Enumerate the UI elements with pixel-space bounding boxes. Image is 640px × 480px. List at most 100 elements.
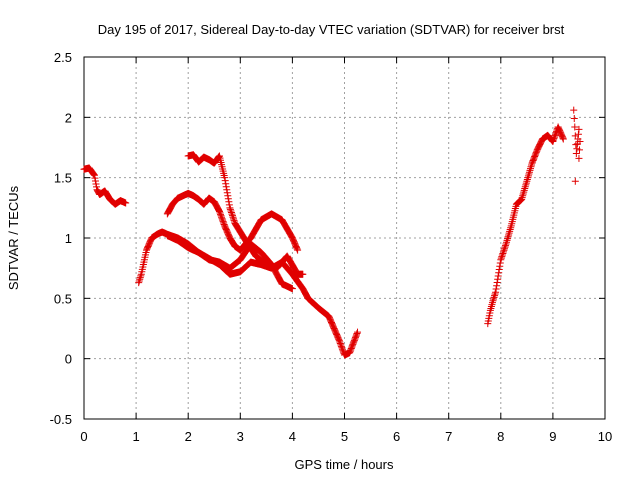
data-point-track-f — [507, 224, 515, 232]
data-point-track-c — [293, 245, 301, 253]
data-point-track-f — [559, 135, 567, 143]
x-tick-label: 3 — [237, 429, 244, 444]
data-point-outlier — [571, 177, 579, 185]
data-point-track-f — [488, 299, 496, 307]
data-point-track-f — [520, 188, 528, 196]
x-tick-label: 7 — [445, 429, 452, 444]
data-point-track-f — [528, 161, 536, 169]
data-point-track-b — [337, 342, 345, 350]
data-point-track-d — [225, 198, 233, 206]
data-point-track-f — [500, 245, 508, 253]
data-point-track-g — [572, 141, 580, 149]
data-point-track-c — [287, 232, 295, 240]
data-point-track-c — [219, 216, 227, 224]
x-tick-label: 2 — [185, 429, 192, 444]
data-point-track-d — [215, 153, 223, 161]
data-point-track-b — [336, 339, 344, 347]
data-point-track-f — [495, 265, 503, 273]
y-tick-label: 2 — [65, 110, 72, 125]
data-point-track-f — [518, 194, 526, 202]
x-tick-label: 6 — [393, 429, 400, 444]
data-point-track-f — [523, 175, 531, 183]
data-point-track-f — [493, 279, 501, 287]
data-point-track-f — [496, 259, 504, 267]
data-point-track-f — [505, 229, 513, 237]
data-point-track-f — [549, 136, 557, 144]
data-point-track-f — [487, 303, 495, 311]
data-point-track-b — [135, 279, 143, 287]
data-point-track-a — [89, 170, 97, 178]
data-point-track-f — [559, 134, 567, 142]
data-point-track-d — [223, 186, 231, 194]
data-point-track-b — [337, 341, 345, 349]
data-point-track-b — [336, 338, 344, 346]
grid — [84, 57, 605, 419]
data-point-track-e — [288, 285, 296, 293]
y-tick-label: 1 — [65, 231, 72, 246]
data-point-track-g — [575, 154, 583, 162]
data-point-track-f — [521, 183, 529, 191]
data-point-track-d — [229, 213, 237, 221]
data-point-track-f — [501, 242, 509, 250]
data-point-track-f — [494, 272, 502, 280]
data-point-track-f — [489, 297, 497, 305]
data-point-track-f — [525, 170, 533, 178]
data-point-track-f — [506, 227, 514, 235]
data-point-track-f — [494, 275, 502, 283]
data-point-track-d — [230, 215, 238, 223]
data-point-track-b — [137, 272, 145, 280]
data-point-track-b — [353, 329, 361, 337]
data-point-track-f — [497, 256, 505, 264]
data-point-track-f — [501, 243, 509, 251]
data-point-track-d — [224, 195, 232, 203]
data-point-track-d — [299, 270, 307, 278]
data-point-track-f — [518, 195, 526, 203]
data-point-track-f — [499, 249, 507, 257]
y-tick-label: 1.5 — [54, 171, 72, 186]
data-point-track-f — [495, 269, 503, 277]
data-point-track-f — [503, 236, 511, 244]
data-point-track-a — [90, 171, 98, 179]
data-point-track-b — [335, 337, 343, 345]
data-point-track-f — [522, 181, 530, 189]
data-point-track-d — [223, 189, 231, 197]
data-point-track-d — [228, 210, 236, 218]
data-point-track-f — [519, 192, 527, 200]
data-point-track-f — [526, 165, 534, 173]
data-point-track-f — [491, 290, 499, 298]
data-point-track-d — [221, 177, 229, 185]
data-point-track-a — [90, 171, 98, 179]
y-tick-label: 0.5 — [54, 291, 72, 306]
data-point-track-d — [226, 205, 234, 213]
data-point-track-f — [504, 235, 512, 243]
x-tick-label: 4 — [289, 429, 296, 444]
data-point-track-g — [571, 123, 579, 131]
data-point-track-f — [524, 172, 532, 180]
data-point-track-c — [216, 209, 224, 217]
data-point-track-g — [575, 125, 583, 133]
data-point-track-c — [217, 212, 225, 220]
chart-title: Day 195 of 2017, Sidereal Day-to-day VTE… — [98, 22, 565, 37]
data-point-track-a — [91, 177, 99, 185]
data-point-track-f — [496, 262, 504, 270]
data-point-track-f — [522, 179, 530, 187]
data-point-track-b — [136, 275, 144, 283]
data-point-track-f — [502, 240, 510, 248]
data-point-track-f — [500, 246, 508, 254]
data-point-track-a — [92, 180, 100, 188]
data-point-track-b — [354, 328, 362, 336]
data-point-track-f — [526, 166, 534, 174]
data-point-track-a — [122, 199, 130, 207]
data-point-track-f — [504, 233, 512, 241]
data-point-track-f — [499, 248, 507, 256]
data-point-track-d — [221, 174, 229, 182]
data-point-track-c — [219, 218, 227, 226]
data-point-track-f — [497, 254, 505, 262]
data-point-track-f — [490, 295, 498, 303]
data-point-track-f — [523, 177, 531, 185]
data-point-track-b — [339, 347, 347, 355]
data-point-track-f — [505, 231, 513, 239]
y-tick-label: 0 — [65, 352, 72, 367]
data-point-track-f — [551, 132, 559, 140]
data-point-track-c — [220, 219, 228, 227]
